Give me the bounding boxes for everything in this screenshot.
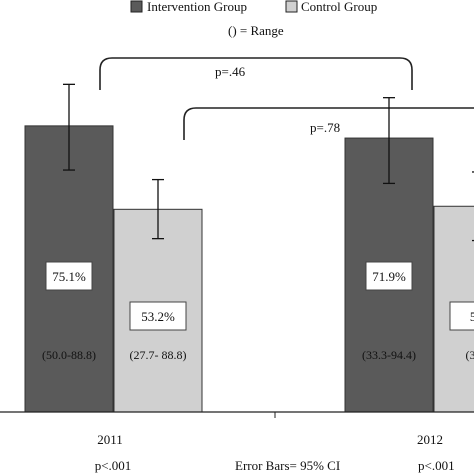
category-pvalue-2012: p<.001 xyxy=(418,458,455,473)
value-label-control-2011: 53.2% xyxy=(141,309,175,324)
value-label-control-2012: 54. xyxy=(470,309,474,324)
value-label-box-control-2012 xyxy=(449,301,474,331)
category-label-2011: 2011 xyxy=(97,432,123,447)
range-note: () = Range xyxy=(228,23,284,38)
legend-swatch-intervention xyxy=(130,0,143,13)
category-pvalue-2011: p<.001 xyxy=(95,458,132,473)
value-label-box-intervention-2011 xyxy=(45,261,93,291)
legend-label-intervention: Intervention Group xyxy=(147,0,247,14)
bracket-intervention xyxy=(99,57,413,90)
error-bar-footnote: Error Bars= 95% CI xyxy=(235,458,340,473)
value-label-box-intervention-2012 xyxy=(365,261,413,291)
range-label-intervention-2011: (50.0-88.8) xyxy=(42,348,96,362)
range-label-control-2012: (33.3 xyxy=(466,348,474,362)
value-label-intervention-2012: 71.9% xyxy=(372,269,406,284)
bracket-control xyxy=(183,107,474,140)
legend: Intervention Group Control Group () = Ra… xyxy=(130,0,377,38)
range-label-control-2011: (27.7- 88.8) xyxy=(130,348,187,362)
legend-swatch-control xyxy=(285,0,298,13)
value-label-box-control-2011 xyxy=(129,301,187,331)
p-value-control-comparison: p=.78 xyxy=(310,120,340,135)
comparison-control: p=.78 xyxy=(183,107,474,140)
value-label-intervention-2011: 75.1% xyxy=(52,269,86,284)
range-label-intervention-2012: (33.3-94.4) xyxy=(362,348,416,362)
category-label-2012: 2012 xyxy=(417,432,443,447)
legend-label-control: Control Group xyxy=(301,0,377,14)
p-value-intervention-comparison: p=.46 xyxy=(215,64,246,79)
comparison-intervention: p=.46 xyxy=(99,57,413,90)
bars-layer: 75.1% (50.0-88.8) 71.9% (33.3-94.4) 53.2% (27… xyxy=(24,83,474,413)
